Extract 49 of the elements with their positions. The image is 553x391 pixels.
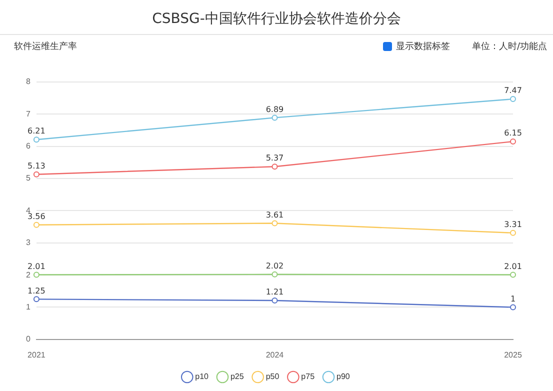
y-tick-label: 8 (26, 77, 31, 86)
point (272, 271, 278, 278)
point (510, 230, 516, 236)
point (33, 272, 40, 278)
point (510, 272, 516, 278)
data-label: 6.15 (504, 128, 522, 138)
text: 显示数据标签 (396, 40, 450, 53)
y-tick-label: 2 (26, 270, 31, 280)
data-label: 1.25 (28, 286, 46, 296)
data-label: 6.89 (266, 104, 284, 114)
point (33, 136, 40, 143)
y-tick-label: 5 (26, 174, 31, 183)
point (510, 138, 516, 145)
legend-label: p25 (230, 372, 244, 382)
point (272, 297, 278, 304)
y-tick-label: 7 (26, 109, 31, 118)
point (33, 296, 40, 302)
text: 单位：人时/功能点 (472, 40, 547, 53)
legend-label: p75 (301, 372, 316, 382)
chart-title: CSBSG-中国软件行业协会软件造价分会 (151, 10, 402, 28)
point (33, 171, 40, 178)
point (272, 164, 278, 170)
legend-label: p90 (336, 372, 350, 382)
data-label: 2.01 (28, 262, 46, 271)
legend-label: p50 (266, 372, 280, 382)
point (510, 304, 516, 310)
y-tick-label: 1 (26, 302, 31, 312)
x-tick-label: 2024 (266, 350, 284, 360)
data-label: 1.21 (266, 288, 284, 297)
data-label: 3.61 (266, 210, 284, 220)
data-label: 5.13 (28, 161, 46, 170)
point (272, 220, 278, 226)
y-tick-label: 3 (26, 238, 31, 248)
y-tick-label: 6 (26, 142, 31, 151)
x-tick-label: 2025 (504, 350, 522, 360)
y-tick-label: 0 (26, 334, 31, 344)
data-label: 2.02 (266, 261, 284, 270)
x-tick-label: 2021 (28, 350, 46, 360)
data-label: 2.01 (504, 262, 522, 271)
data-label: 1 (510, 294, 516, 304)
point (33, 222, 40, 228)
data-label: 5.37 (266, 154, 284, 163)
data-label: 3.31 (504, 220, 522, 229)
point (272, 114, 278, 121)
point (510, 96, 516, 102)
data-label: 7.47 (504, 86, 522, 96)
chart-subtitle: 软件运维生产率 (14, 40, 77, 53)
data-label: 6.21 (28, 126, 46, 136)
legend-label: p10 (195, 372, 210, 382)
